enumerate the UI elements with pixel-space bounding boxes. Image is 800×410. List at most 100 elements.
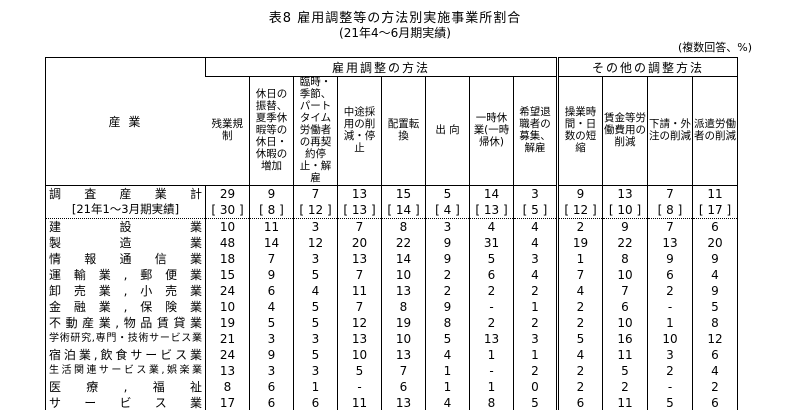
column-header: 下請・外注の削減: [648, 77, 693, 186]
row-label: 不動産業,物品賃貸業: [46, 315, 206, 331]
value-cell: 10: [603, 315, 648, 331]
value-cell: 13: [382, 283, 426, 299]
value-cell: 10: [382, 331, 426, 347]
value-cell: 11: [250, 218, 294, 235]
value-cell: 17: [206, 395, 250, 410]
value-cell: 16: [603, 331, 648, 347]
value-cell: -: [648, 379, 693, 395]
value-cell: 2: [558, 379, 603, 395]
value-cell: 1: [470, 379, 514, 395]
value-cell: 5: [426, 331, 470, 347]
value-cell: 8: [206, 379, 250, 395]
value-cell: 21: [206, 331, 250, 347]
value-cell: 13: [648, 235, 693, 251]
value-cell: 15: [206, 267, 250, 283]
value-cell: 11: [338, 283, 382, 299]
value-cell: 2: [558, 218, 603, 235]
value-cell: 7: [648, 218, 693, 235]
value-cell: 5: [648, 395, 693, 410]
value-cell: 2: [426, 267, 470, 283]
value-cell: 4: [558, 347, 603, 363]
value-cell: [ 12 ]: [558, 202, 603, 219]
value-cell: 1: [294, 379, 338, 395]
value-cell: 19: [206, 315, 250, 331]
value-cell: 3: [294, 251, 338, 267]
value-cell: 10: [648, 331, 693, 347]
value-cell: 7: [294, 185, 338, 202]
value-cell: 6: [382, 379, 426, 395]
value-cell: 8: [426, 315, 470, 331]
row-label: サービス業: [46, 395, 206, 410]
value-cell: 2: [514, 315, 558, 331]
value-cell: 9: [426, 299, 470, 315]
value-cell: 3: [648, 347, 693, 363]
value-cell: 12: [294, 235, 338, 251]
value-cell: 5: [338, 363, 382, 379]
value-cell: 2: [426, 283, 470, 299]
value-cell: 5: [294, 347, 338, 363]
row-label: [21年1〜3月期実績]: [46, 202, 206, 219]
value-cell: 10: [603, 267, 648, 283]
value-cell: 5: [294, 267, 338, 283]
table-row: 生活関連サービス業,娯楽業1333571-22524: [46, 363, 738, 379]
column-header: 中途採用の削減・停止: [338, 77, 382, 186]
value-cell: 1: [470, 347, 514, 363]
table-row: 宿泊業,飲食サービス業2495101341141136: [46, 347, 738, 363]
value-cell: 3: [514, 251, 558, 267]
value-cell: [ 17 ]: [693, 202, 738, 219]
value-cell: 11: [338, 395, 382, 410]
value-cell: 10: [206, 218, 250, 235]
value-cell: [ 13 ]: [338, 202, 382, 219]
value-cell: 8: [382, 218, 426, 235]
value-cell: 4: [250, 299, 294, 315]
table-row: 金融業,保険業1045789-126-5: [46, 299, 738, 315]
value-cell: 2: [470, 283, 514, 299]
value-cell: 7: [603, 283, 648, 299]
value-cell: 4: [693, 267, 738, 283]
value-cell: 3: [514, 185, 558, 202]
statistics-table: 産 業 雇用調整の方法 その他の調整方法 残業規制休日の振替、夏季休暇等の休日・…: [45, 57, 738, 410]
row-label: 運輸業,郵便業: [46, 267, 206, 283]
value-cell: 11: [603, 347, 648, 363]
row-label: 宿泊業,飲食サービス業: [46, 347, 206, 363]
value-cell: 3: [294, 363, 338, 379]
table-subtitle: (21年4〜6月期実績): [0, 24, 790, 41]
value-cell: 6: [693, 395, 738, 410]
value-cell: 3: [294, 218, 338, 235]
value-cell: [ 8 ]: [250, 202, 294, 219]
row-label: 医療,福祉: [46, 379, 206, 395]
value-cell: 6: [294, 395, 338, 410]
value-cell: 2: [558, 363, 603, 379]
value-cell: 9: [693, 251, 738, 267]
row-label: 建設業: [46, 218, 206, 235]
value-cell: 13: [470, 331, 514, 347]
value-cell: 48: [206, 235, 250, 251]
group-header-other-adjustment: その他の調整方法: [558, 58, 738, 77]
value-cell: 8: [470, 395, 514, 410]
unit-note: (複数回答、%): [678, 39, 752, 55]
value-cell: 13: [338, 185, 382, 202]
value-cell: 7: [338, 218, 382, 235]
value-cell: -: [470, 299, 514, 315]
value-cell: 11: [603, 395, 648, 410]
value-cell: 6: [648, 267, 693, 283]
value-cell: 2: [514, 283, 558, 299]
value-cell: [ 10 ]: [603, 202, 648, 219]
value-cell: 24: [206, 283, 250, 299]
value-cell: 2: [693, 379, 738, 395]
value-cell: 5: [514, 395, 558, 410]
value-cell: 9: [426, 251, 470, 267]
value-cell: -: [470, 363, 514, 379]
column-header: 臨時・季節、パートタイム労働者の再契約停止・解雇: [294, 77, 338, 186]
value-cell: [ 8 ]: [648, 202, 693, 219]
value-cell: 1: [648, 315, 693, 331]
value-cell: 6: [250, 283, 294, 299]
value-cell: 2: [558, 315, 603, 331]
column-header: 一時休業(一時帰休): [470, 77, 514, 186]
value-cell: 9: [693, 283, 738, 299]
value-cell: 22: [603, 235, 648, 251]
value-cell: 19: [382, 315, 426, 331]
value-cell: 9: [250, 347, 294, 363]
value-cell: 8: [693, 315, 738, 331]
value-cell: 11: [693, 185, 738, 202]
